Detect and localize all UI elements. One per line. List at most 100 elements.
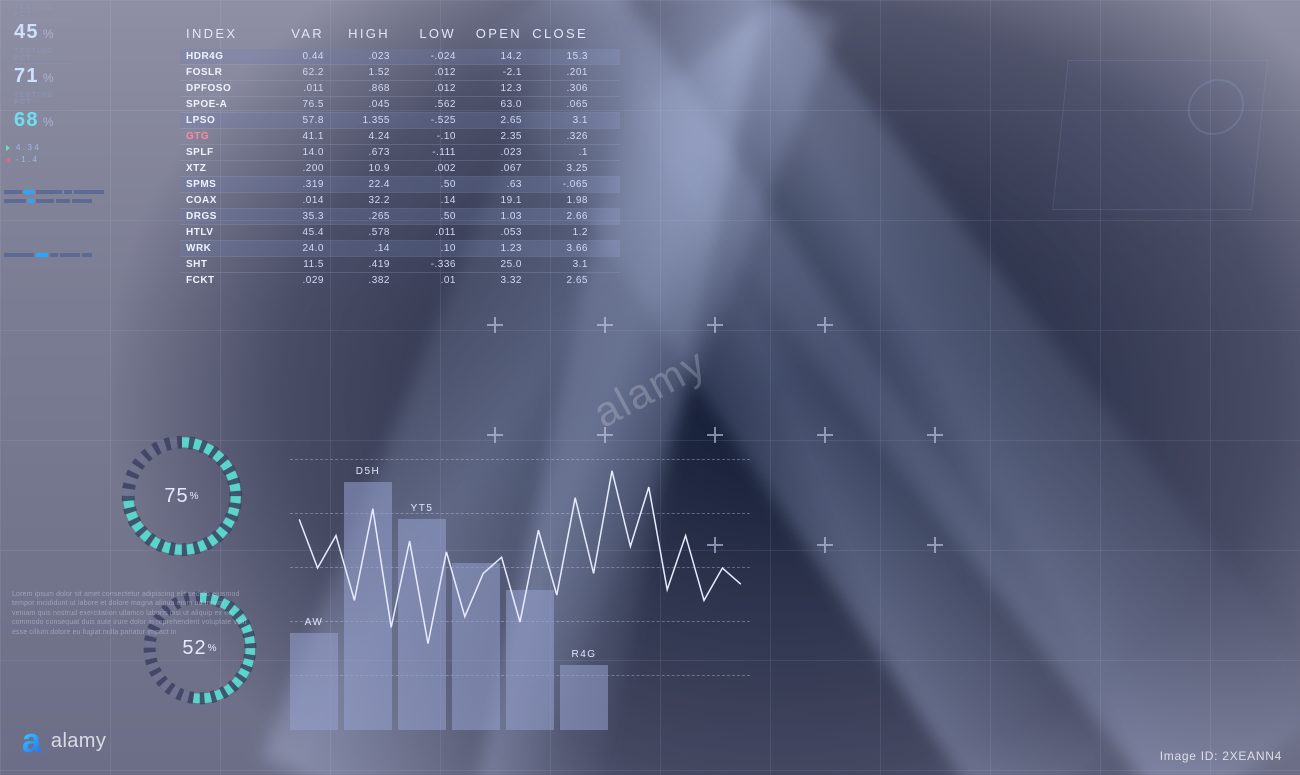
- table-cell: .012: [398, 83, 464, 94]
- table-row: SPMS.31922.4.50.63-.065: [180, 176, 620, 192]
- table-cell: 12.3: [464, 83, 530, 94]
- table-cell: .029: [272, 275, 332, 286]
- table-col-header: VAR: [272, 26, 332, 41]
- table-cell: .578: [332, 227, 398, 238]
- pct-value: 45: [14, 21, 39, 44]
- arrow-up-icon: [6, 145, 10, 151]
- table-cell: 3.25: [530, 163, 596, 174]
- table-cell: 1.98: [530, 195, 596, 206]
- table-cell-index: COAX: [186, 195, 272, 206]
- table-cell: .562: [398, 99, 464, 110]
- table-cell: .319: [272, 179, 332, 190]
- table-cell: .012: [398, 67, 464, 78]
- table-row: WRK24.0.14.101.233.66: [180, 240, 620, 256]
- table-cell: 2.65: [464, 115, 530, 126]
- table-cell: 1.03: [464, 211, 530, 222]
- table-cell-index: DRGS: [186, 211, 272, 222]
- table-cell: 2.35: [464, 131, 530, 142]
- table-cell: -2.1: [464, 67, 530, 78]
- table-cell: 1.355: [332, 115, 398, 126]
- table-cell: -.10: [398, 131, 464, 142]
- table-cell: .065: [530, 99, 596, 110]
- table-cell: 22.4: [332, 179, 398, 190]
- table-cell: 15.3: [530, 51, 596, 62]
- chart-line: [290, 460, 750, 730]
- table-cell: .1: [530, 147, 596, 158]
- table-cell: .382: [332, 275, 398, 286]
- table-row: XTZ.20010.9.002.0673.25: [180, 160, 620, 176]
- table-row: FCKT.029.382.013.322.65: [180, 272, 620, 288]
- table-row: FOSLR62.21.52.012-2.1.201: [180, 64, 620, 80]
- ticker-item: -1.4: [6, 155, 130, 164]
- table-cell: -.111: [398, 147, 464, 158]
- table-cell-index: SPLF: [186, 147, 272, 158]
- table-cell: .265: [332, 211, 398, 222]
- radial-gauge: 75%: [118, 432, 246, 560]
- gauge-value: 75%: [118, 432, 246, 560]
- table-col-header: HIGH: [332, 26, 398, 41]
- table-cell: .023: [464, 147, 530, 158]
- table-cell: .067: [464, 163, 530, 174]
- table-cell: .045: [332, 99, 398, 110]
- table-cell: .63: [464, 179, 530, 190]
- table-row: SPOE-A76.5.045.56263.0.065: [180, 96, 620, 112]
- hud-panel-right: [1052, 60, 1268, 210]
- table-row: HTLV45.4.578.011.0531.2: [180, 224, 620, 240]
- table-col-header: OPEN: [464, 26, 530, 41]
- pct-tag: TESTING PCT: [14, 48, 72, 64]
- pct-value: 71: [14, 65, 39, 88]
- table-cell: 14.0: [272, 147, 332, 158]
- reticle-plus-icon: [817, 537, 833, 553]
- table-cell: 45.4: [272, 227, 332, 238]
- table-cell: 76.5: [272, 99, 332, 110]
- table-cell: 3.1: [530, 259, 596, 270]
- table-cell: .326: [530, 131, 596, 142]
- hbar-a: [4, 190, 130, 194]
- table-cell-index: FCKT: [186, 275, 272, 286]
- table-cell: 35.3: [272, 211, 332, 222]
- table-row: SHT11.5.419-.33625.03.1: [180, 256, 620, 272]
- table-row: DRGS35.3.265.501.032.66: [180, 208, 620, 224]
- reticle-plus-icon: [487, 427, 503, 443]
- watermark-diagonal: alamy: [586, 338, 715, 437]
- table-header: INDEXVARHIGHLOWOPENCLOSE: [180, 26, 620, 49]
- pct-value: 68: [14, 109, 39, 132]
- table-cell: .50: [398, 179, 464, 190]
- table-cell: 11.5: [272, 259, 332, 270]
- pct-row: 45%: [14, 21, 72, 44]
- table-cell: 10.9: [332, 163, 398, 174]
- table-cell-index: SPOE-A: [186, 99, 272, 110]
- table-cell: -.336: [398, 259, 464, 270]
- pct-tag: TESTING PCT: [14, 4, 72, 20]
- table-cell: 3.66: [530, 243, 596, 254]
- reticle-plus-icon: [597, 427, 613, 443]
- pct-tag: TESTING PCT: [14, 92, 72, 108]
- table-cell: .868: [332, 83, 398, 94]
- ticker-value: -1.4: [16, 155, 39, 164]
- left-ticker-strip: 4.34 -1.4: [0, 140, 130, 262]
- table-cell: .01: [398, 275, 464, 286]
- table-body: HDR4G0.44.023-.02414.215.3FOSLR62.21.52.…: [180, 49, 620, 288]
- reticle-plus-icon: [597, 317, 613, 333]
- hbar-b: [4, 199, 130, 203]
- pct-stack: TESTING PCT45%TESTING PCT71%TESTING PCT6…: [14, 4, 72, 136]
- hbar-c: [4, 253, 130, 257]
- table-cell-index: WRK: [186, 243, 272, 254]
- table-cell: 32.2: [332, 195, 398, 206]
- table-cell: .201: [530, 67, 596, 78]
- info-paragraph: Lorem ipsum dolor sit amet consectetur a…: [12, 590, 247, 637]
- table-col-header: INDEX: [186, 26, 272, 41]
- table-cell-index: HTLV: [186, 227, 272, 238]
- table-cell: 24.0: [272, 243, 332, 254]
- table-cell: 3.32: [464, 275, 530, 286]
- table-cell: 4.24: [332, 131, 398, 142]
- ticker-value: 4.34: [16, 143, 41, 152]
- table-row: DPFOSO.011.868.01212.3.306: [180, 80, 620, 96]
- hud-ring-icon: [1185, 79, 1247, 135]
- reticle-plus-icon: [927, 427, 943, 443]
- reticle-plus-icon: [817, 317, 833, 333]
- table-cell-index: DPFOSO: [186, 83, 272, 94]
- table-cell: 3.1: [530, 115, 596, 126]
- table-cell: .14: [398, 195, 464, 206]
- alamy-a-icon: a: [22, 722, 41, 761]
